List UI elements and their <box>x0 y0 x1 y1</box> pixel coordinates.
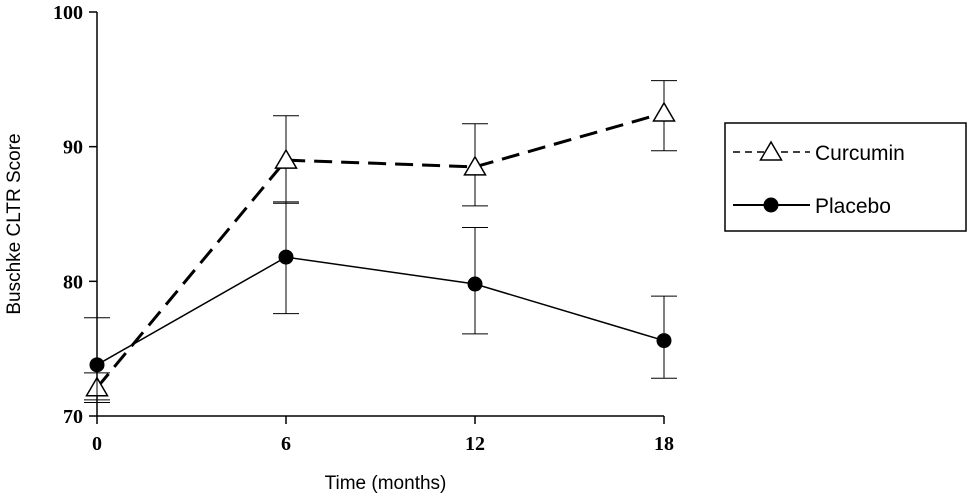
series-line-placebo <box>96 256 665 366</box>
y-tick-labels: 70 80 90 100 <box>53 2 83 428</box>
series-layer <box>84 80 677 404</box>
y-tick-label: 80 <box>63 271 83 293</box>
legend-label: Curcumin <box>815 142 905 165</box>
y-tick-label: 70 <box>63 406 83 428</box>
legend-marker <box>759 140 783 161</box>
data-point-placebo <box>278 249 294 265</box>
legend-entry-curcumin: Curcumin <box>733 140 905 165</box>
data-point-curcumin <box>652 101 676 122</box>
data-point-curcumin <box>463 155 487 176</box>
legend-marker <box>763 197 779 213</box>
series-curcumin <box>84 80 677 401</box>
series-line-curcumin <box>95 111 665 389</box>
x-tick-labels: 0 6 12 18 <box>92 433 674 455</box>
legend-box <box>724 122 967 232</box>
data-point-placebo <box>467 276 483 292</box>
legend-entry-placebo: Placebo <box>733 195 891 218</box>
x-tick-label: 12 <box>465 433 485 455</box>
x-tick-label: 0 <box>92 433 102 455</box>
axes <box>96 12 664 417</box>
data-point-curcumin <box>274 148 298 169</box>
y-axis-title: Buschke CLTR Score <box>4 133 25 314</box>
x-tick-label: 6 <box>281 433 291 455</box>
x-axis-title: Time (months) <box>325 473 447 494</box>
data-point-placebo <box>656 333 672 349</box>
x-tick-label: 18 <box>654 433 674 455</box>
data-point-placebo <box>89 357 105 373</box>
legend-label: Placebo <box>815 195 891 218</box>
y-tick-label: 100 <box>53 2 83 24</box>
y-tick-label: 90 <box>63 137 83 159</box>
legend: Curcumin Placebo <box>724 122 967 232</box>
series-placebo <box>84 201 677 404</box>
tick-marks <box>89 11 665 424</box>
